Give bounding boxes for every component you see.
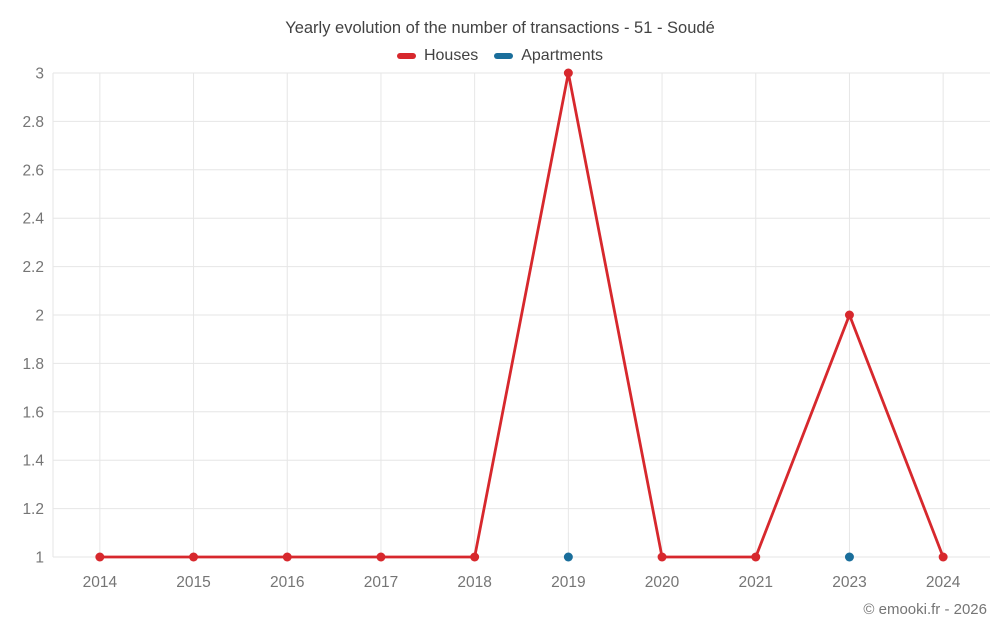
x-tick-label-2019: 2019 bbox=[551, 574, 585, 591]
data-point-houses-2017 bbox=[376, 552, 386, 562]
legend-swatch-apartments bbox=[494, 53, 514, 59]
data-point-houses-2023 bbox=[844, 310, 854, 320]
y-tick-label-1: 1 bbox=[35, 550, 44, 567]
data-point-houses-2016 bbox=[282, 552, 292, 562]
y-tick-label-1.2: 1.2 bbox=[22, 501, 44, 518]
series-line-houses bbox=[98, 71, 945, 559]
legend-swatch-houses bbox=[396, 53, 416, 59]
y-tick-label-2: 2 bbox=[35, 308, 44, 325]
x-tick-label-2018: 2018 bbox=[457, 574, 491, 591]
x-tick-label-2020: 2020 bbox=[645, 574, 680, 591]
x-tick-label-2024: 2024 bbox=[926, 574, 961, 591]
x-tick-label-2014: 2014 bbox=[83, 574, 118, 591]
y-tick-label-1.6: 1.6 bbox=[22, 404, 44, 421]
data-point-houses-2015 bbox=[189, 552, 199, 562]
data-point-houses-2024 bbox=[938, 552, 948, 562]
y-tick-label-1.4: 1.4 bbox=[22, 453, 44, 470]
x-tick-label-2023: 2023 bbox=[832, 574, 866, 591]
data-point-houses-2014 bbox=[95, 552, 105, 562]
data-point-apartments-2019 bbox=[563, 552, 573, 562]
y-tick-label-2.6: 2.6 bbox=[22, 162, 44, 179]
chart-legend: Houses Apartments bbox=[0, 47, 1000, 65]
x-tick-label-2021: 2021 bbox=[739, 574, 773, 591]
x-tick-label-2015: 2015 bbox=[176, 574, 210, 591]
y-tick-label-3: 3 bbox=[35, 66, 44, 83]
y-tick-label-2.2: 2.2 bbox=[22, 259, 44, 276]
copyright: © emooki.fr - 2026 bbox=[863, 601, 987, 618]
x-tick-label-2017: 2017 bbox=[364, 574, 398, 591]
y-tick-label-2.8: 2.8 bbox=[22, 114, 44, 131]
y-tick-label-1.8: 1.8 bbox=[22, 356, 44, 373]
data-point-apartments-2023 bbox=[844, 552, 854, 562]
chart-title: Yearly evolution of the number of transa… bbox=[285, 19, 715, 37]
data-point-houses-2021 bbox=[751, 552, 761, 562]
y-tick-label-2.4: 2.4 bbox=[22, 211, 44, 228]
legend-item-houses[interactable]: Houses bbox=[396, 47, 479, 65]
legend-label: Apartments bbox=[521, 47, 604, 64]
data-point-houses-2020 bbox=[657, 552, 667, 562]
legend-label: Houses bbox=[423, 47, 479, 64]
data-point-houses-2018 bbox=[470, 552, 480, 562]
data-point-houses-2019 bbox=[563, 68, 573, 78]
legend-item-apartments[interactable]: Apartments bbox=[494, 47, 603, 65]
x-tick-label-2016: 2016 bbox=[270, 574, 304, 591]
